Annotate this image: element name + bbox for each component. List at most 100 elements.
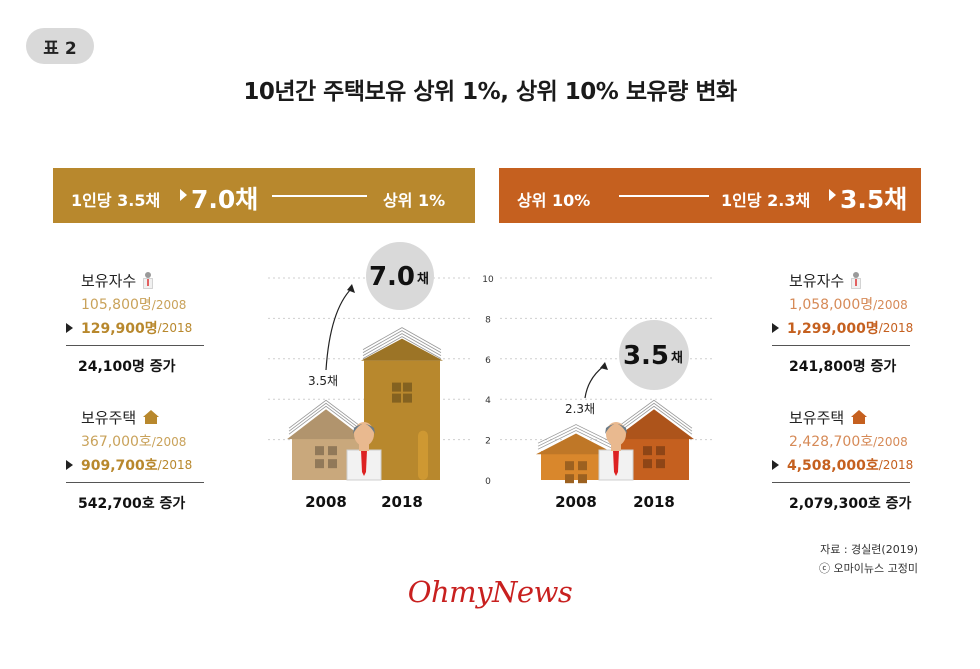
right-result: 3.5채 — [840, 185, 908, 214]
bar-2018-top10-roof-line — [615, 399, 693, 429]
bar-2008-top1-roof-line — [288, 405, 364, 435]
left-summary-banner: 1인당 3.5채 7.0채 상위 1% — [53, 168, 475, 223]
left-group: 상위 1% — [383, 191, 446, 210]
bar-2018-top1-window — [392, 393, 401, 403]
bar-2008-top10-window — [565, 474, 574, 484]
y-tick-label: 4 — [485, 396, 491, 406]
left-houses-increase: 542,700호 증가 — [78, 496, 186, 512]
bar-2008-top10-roof-line — [537, 424, 615, 444]
right-houses-new: 4,508,000호 — [787, 458, 879, 474]
bar-2018-top1-window — [403, 393, 412, 403]
right-owners-new: 1,299,000명 — [787, 321, 879, 337]
bar-2008-top1-window — [328, 459, 337, 469]
value-label-2018-top1: 7.0 — [369, 262, 415, 292]
bar-2018-top1-window — [392, 382, 401, 392]
bar-2008-top10-roof-line — [537, 430, 615, 450]
source-text: 자료 : 경실련(2019) — [820, 543, 918, 556]
bar-2018-top1-roof-line — [362, 336, 442, 359]
bar-2018-top1-window — [403, 382, 412, 392]
bar-2018-top1-roof-line — [362, 333, 442, 356]
right-houses-rule — [772, 482, 910, 483]
bar-2008-top10-roof — [536, 433, 616, 455]
person-illustration-right — [598, 422, 634, 481]
right-houses-old: 2,428,700호 — [789, 434, 874, 450]
left-banner-divider — [272, 195, 367, 197]
bar-2008-top1-wall — [292, 436, 360, 480]
person-illustration-right-face — [606, 422, 626, 446]
bar-2018-top10-window — [643, 459, 652, 469]
right-owners-increase: 241,800명 증가 — [789, 359, 897, 375]
person-illustration-left — [346, 422, 382, 481]
person-illustration-left-neck — [359, 444, 369, 451]
right-owners-new-year: /2018 — [878, 321, 914, 335]
house-icon — [143, 410, 160, 424]
bar-2008-top1-window — [328, 446, 337, 456]
triangle-icon — [66, 460, 73, 470]
growth-arrow-right — [584, 365, 605, 399]
x-tick-label: 2018 — [633, 493, 675, 511]
growth-arrowhead-right — [600, 362, 608, 370]
x-tick-label: 2008 — [305, 493, 347, 511]
house-icon — [851, 410, 868, 424]
bar-2008-top1-roof-line — [288, 402, 364, 432]
left-owners-rule — [66, 345, 204, 346]
bar-2008-top1-roof-line — [288, 399, 364, 429]
right-arrow-icon — [829, 189, 836, 201]
person-illustration-left-face — [354, 422, 374, 446]
right-owners-old-year: /2008 — [873, 298, 908, 312]
left-owners-old-year: /2008 — [151, 298, 187, 312]
value-unit-top1: 채 — [417, 272, 429, 287]
value-label-2008-top1: 3.5채 — [308, 374, 338, 388]
bar-2018-top1-roof-line — [362, 330, 442, 353]
bar-2008-top10-window — [578, 474, 587, 484]
left-houses-old: 367,000호 — [81, 434, 152, 450]
x-tick-label: 2018 — [381, 493, 423, 511]
right-banner-divider — [619, 195, 709, 197]
ohmynews-logo: OhmyNews — [407, 575, 573, 609]
y-tick-label: 2 — [485, 437, 491, 447]
bar-2008-top1-roof — [287, 409, 365, 440]
y-tick-label: 6 — [485, 356, 491, 366]
bar-2018-top10-wall — [619, 436, 689, 480]
left-houses-old-year: /2008 — [151, 435, 187, 449]
bar-2008-top10-roof-line — [537, 427, 615, 447]
bar-2008-top10-window — [578, 461, 587, 471]
right-summary-banner: 상위 10% 1인당 2.3채 3.5채 — [499, 168, 921, 223]
right-owners-rule — [772, 345, 910, 346]
bar-2008-top1-window — [315, 459, 324, 469]
value-bubble-left — [366, 242, 434, 310]
left-houses-block: 보유주택 367,000호/2008 909,700호/2018 542,700… — [66, 407, 204, 513]
triangle-icon — [66, 323, 73, 333]
bar-2018-top10-roof-line — [615, 402, 693, 432]
triangle-icon — [772, 323, 779, 333]
table-number-badge: 표 2 — [26, 28, 94, 64]
bar-2008-top1 — [287, 399, 365, 480]
triangle-icon — [772, 460, 779, 470]
y-tick-label: 8 — [485, 315, 491, 325]
right-group: 상위 10% — [517, 191, 591, 210]
bar-2018-top1 — [361, 327, 443, 480]
left-owners-new-year: /2018 — [157, 321, 193, 335]
person-illustration-right-neck — [611, 444, 621, 451]
left-owners-new: 129,900명 — [81, 321, 158, 337]
value-bubble-right — [619, 320, 689, 390]
credit-text: ⓒ 오마이뉴스 고정미 — [819, 562, 918, 575]
bar-2018-top10 — [614, 399, 694, 480]
person-illustration-left-tie — [361, 450, 367, 476]
bar-2018-top10-roof — [614, 409, 694, 440]
value-label-2018-top10: 3.5 — [623, 341, 669, 371]
person-illustration-left-hair — [353, 424, 375, 434]
left-result: 7.0채 — [191, 185, 259, 214]
bar-2018-top10-roof-line — [615, 405, 693, 435]
page-title: 10년간 주택보유 상위 1%, 상위 10% 보유량 변화 — [243, 79, 737, 105]
left-arrow-icon — [180, 189, 187, 201]
person-icon — [851, 272, 862, 289]
right-owners-old: 1,058,000명 — [789, 297, 874, 313]
left-houses-new-year: /2018 — [157, 458, 193, 472]
bar-2018-top1-roof — [361, 338, 443, 361]
bar-2018-top1-door — [418, 430, 428, 480]
bar-2008-top10-wall — [541, 451, 611, 480]
bar-2008-top10-window — [565, 461, 574, 471]
bar-2018-top10-window — [643, 446, 652, 456]
right-per-person: 1인당 2.3채 — [721, 191, 811, 210]
